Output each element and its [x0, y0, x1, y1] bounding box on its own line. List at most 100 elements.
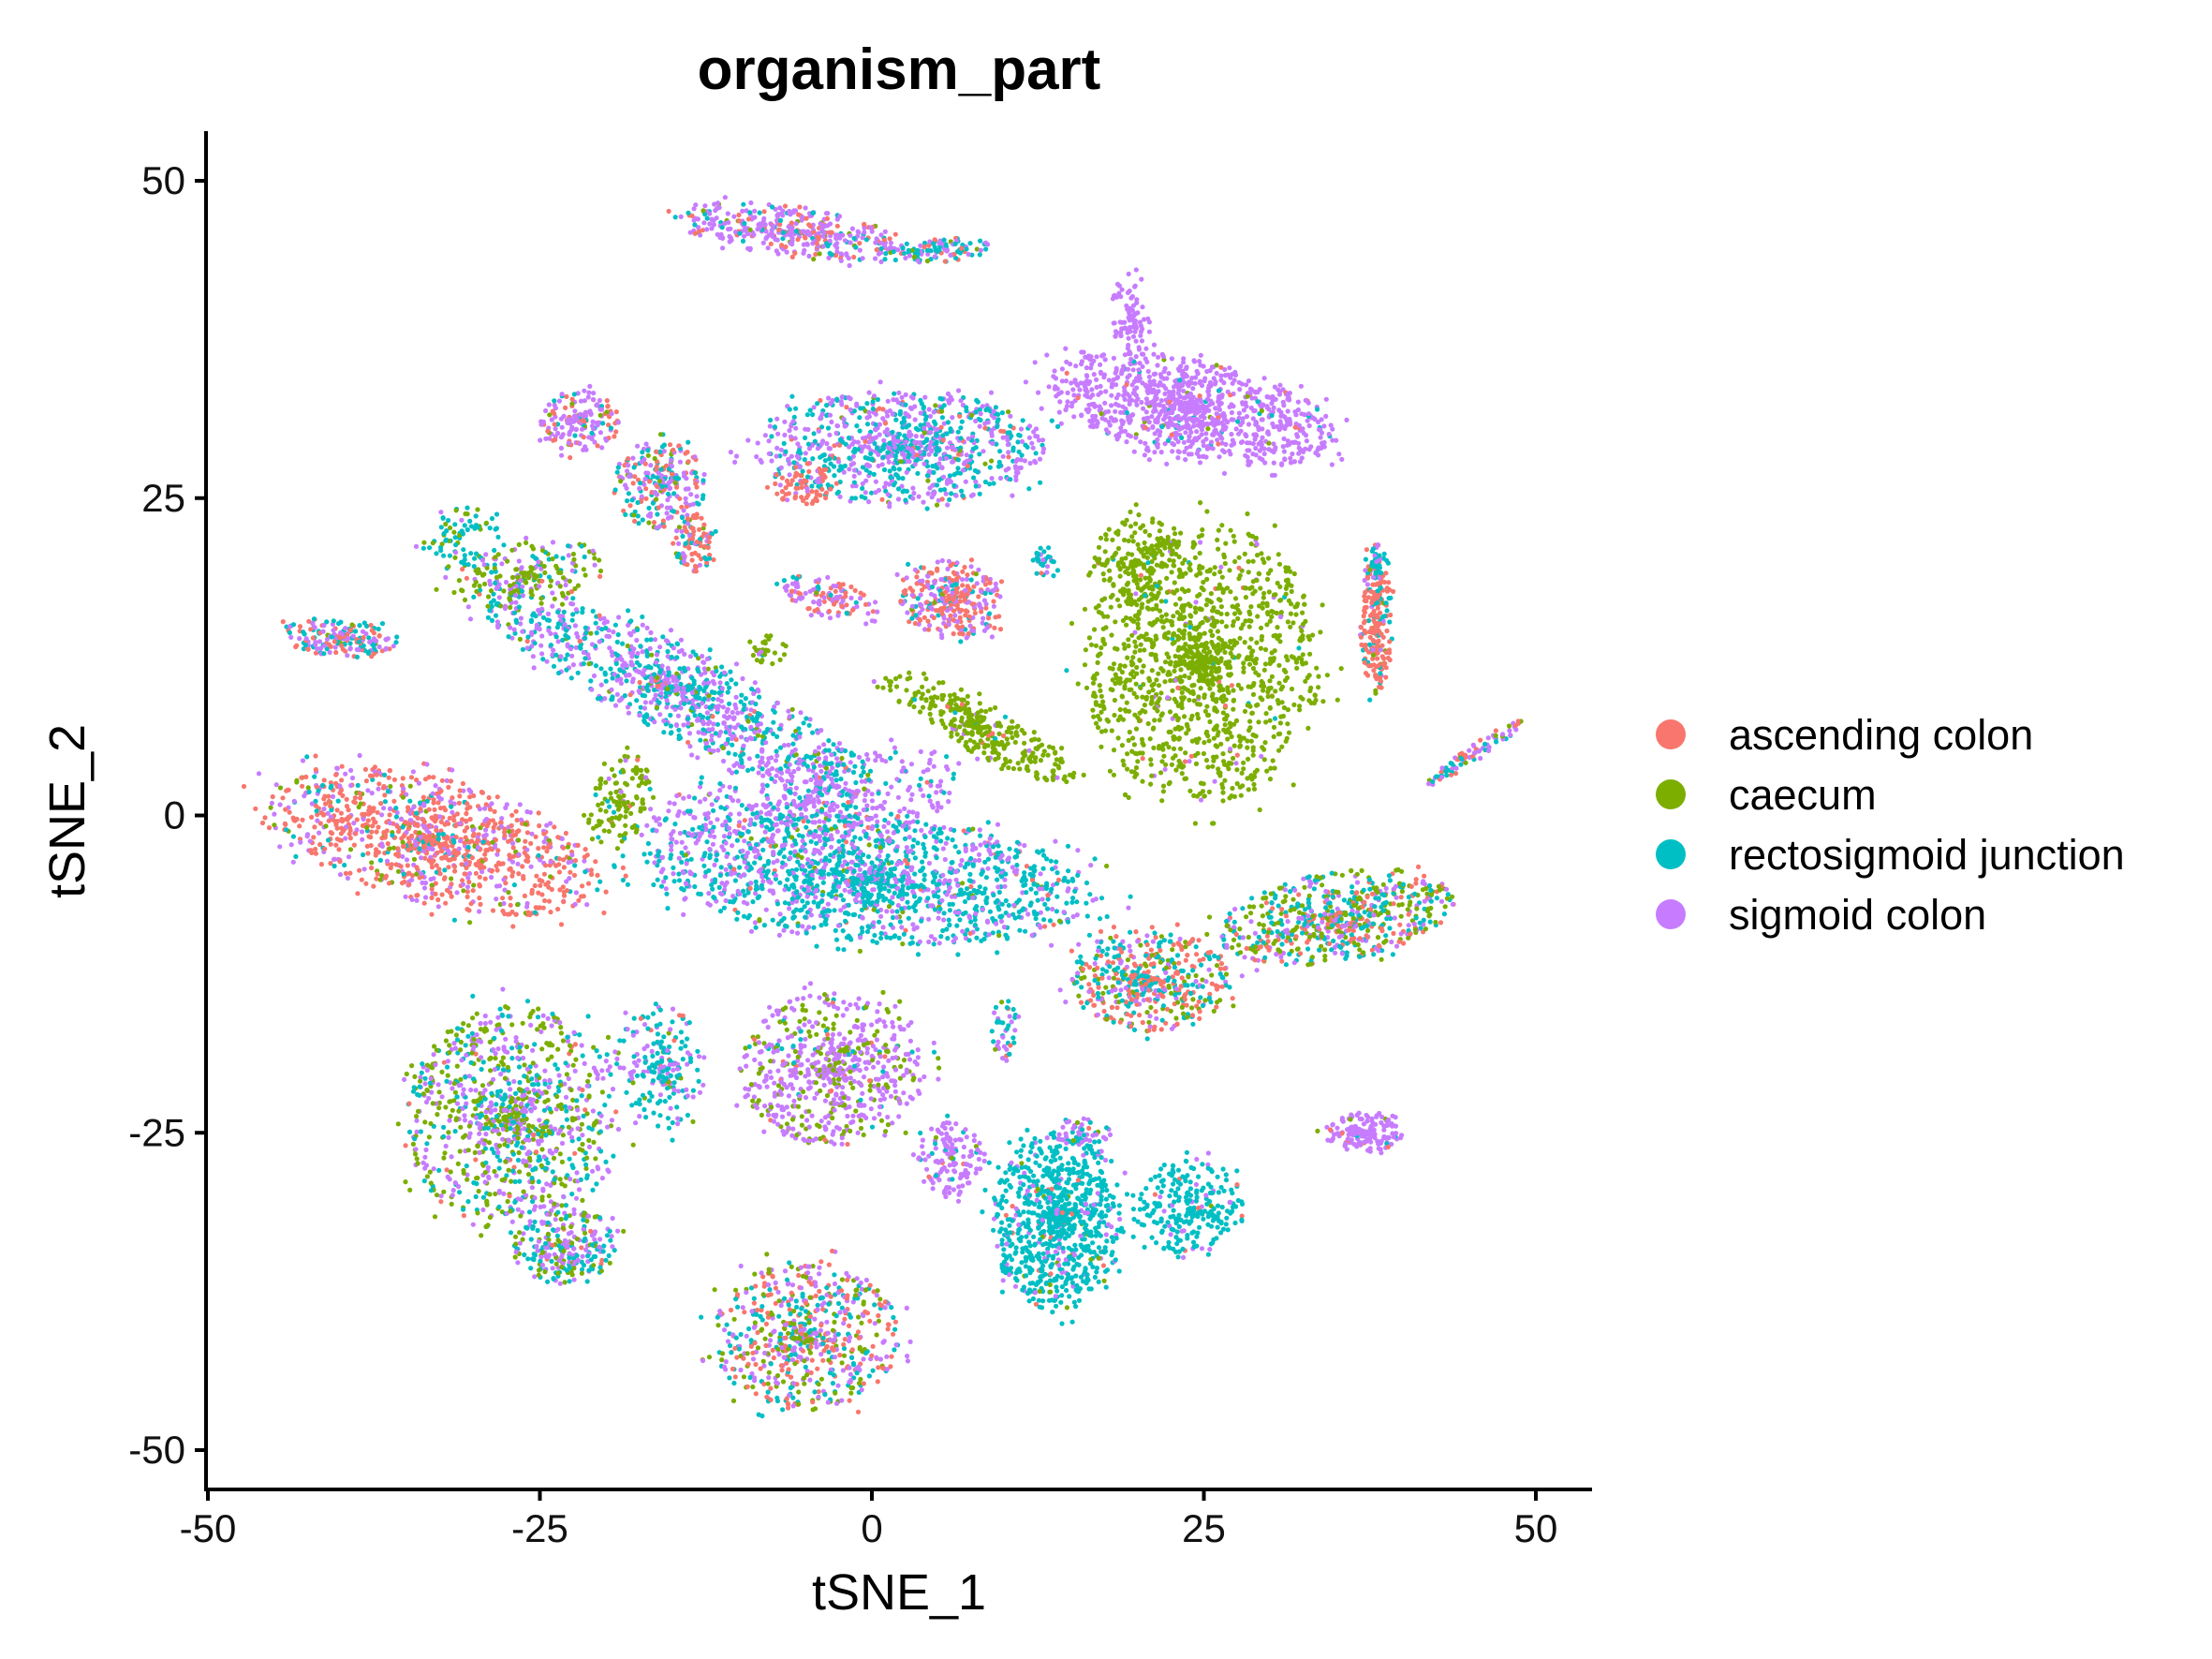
scatter-point — [441, 554, 446, 558]
scatter-point — [641, 714, 646, 718]
scatter-point — [733, 705, 738, 710]
scatter-point — [800, 924, 804, 928]
scatter-point — [1248, 637, 1253, 642]
scatter-point — [870, 792, 875, 796]
scatter-point — [278, 802, 283, 807]
scatter-point — [892, 746, 897, 750]
scatter-point — [312, 775, 317, 779]
scatter-point — [1011, 766, 1016, 771]
scatter-point — [396, 869, 401, 874]
scatter-point — [772, 806, 776, 810]
scatter-point — [657, 822, 662, 827]
scatter-point — [1056, 878, 1061, 882]
scatter-point — [672, 879, 677, 883]
scatter-point — [838, 777, 843, 781]
scatter-point — [364, 778, 369, 783]
scatter-point — [489, 588, 494, 593]
scatter-point — [628, 692, 633, 697]
scatter-point — [640, 615, 644, 619]
scatter-point — [339, 788, 344, 792]
scatter-point — [1064, 901, 1069, 906]
scatter-point — [563, 622, 568, 627]
scatter-point — [342, 863, 347, 867]
scatter-point — [641, 623, 645, 628]
scatter-point — [883, 781, 888, 786]
scatter-point — [963, 722, 967, 727]
scatter-point — [998, 914, 1003, 919]
scatter-point — [835, 763, 840, 767]
scatter-point — [395, 846, 400, 851]
scatter-point — [1059, 757, 1064, 762]
scatter-point — [573, 623, 578, 628]
scatter-point — [860, 876, 864, 881]
scatter-point — [874, 838, 878, 843]
scatter-point — [674, 655, 679, 659]
scatter-point — [876, 872, 880, 877]
scatter-point — [789, 820, 793, 824]
scatter-point — [517, 604, 522, 609]
scatter-point — [915, 926, 920, 930]
scatter-point — [458, 821, 463, 825]
scatter-point — [366, 818, 371, 822]
scatter-point — [1098, 689, 1102, 693]
scatter-point — [1046, 753, 1051, 758]
scatter-point — [376, 781, 381, 786]
scatter-point — [635, 758, 640, 763]
scatter-point — [495, 848, 500, 852]
scatter-point — [735, 711, 740, 716]
scatter-point — [477, 909, 481, 913]
scatter-point — [953, 844, 958, 849]
scatter-point — [381, 784, 386, 789]
scatter-point — [1001, 733, 1006, 738]
scatter-point — [899, 925, 904, 929]
scatter-point — [509, 813, 514, 818]
scatter-point — [788, 763, 792, 767]
scatter-point — [553, 597, 557, 601]
scatter-point — [669, 848, 673, 852]
scatter-point — [424, 838, 429, 843]
scatter-point — [960, 881, 965, 885]
scatter-point — [892, 933, 897, 938]
scatter-point — [1061, 910, 1066, 914]
scatter-point — [1069, 900, 1074, 905]
scatter-point — [335, 826, 340, 831]
scatter-point — [910, 844, 915, 849]
scatter-point — [635, 628, 640, 632]
scatter-point — [850, 795, 855, 800]
scatter-point — [729, 677, 733, 682]
scatter-point — [667, 670, 671, 674]
chart-title: organism_part — [698, 37, 1101, 102]
scatter-point — [360, 837, 364, 842]
scatter-point — [924, 780, 929, 785]
scatter-point — [1034, 891, 1039, 896]
scatter-point — [710, 714, 715, 718]
scatter-point — [371, 884, 376, 889]
scatter-point — [1264, 711, 1269, 716]
scatter-point — [811, 790, 816, 794]
scatter-point — [534, 874, 538, 879]
scatter-point — [697, 825, 701, 830]
scatter-point — [1028, 760, 1033, 764]
scatter-point — [459, 862, 464, 867]
scatter-point — [681, 722, 686, 727]
scatter-point — [896, 795, 901, 800]
scatter-point — [402, 872, 406, 877]
scatter-point — [759, 748, 764, 752]
scatter-point — [969, 749, 974, 754]
scatter-point — [421, 546, 426, 551]
scatter-point — [725, 681, 730, 686]
scatter-point — [941, 791, 946, 795]
scatter-point — [554, 634, 559, 639]
scatter-point — [762, 652, 767, 657]
scatter-point — [858, 837, 863, 841]
scatter-point — [611, 630, 615, 634]
scatter-point — [417, 830, 421, 835]
scatter-point — [539, 601, 544, 606]
scatter-point — [516, 837, 521, 842]
scatter-point — [909, 762, 914, 766]
scatter-point — [550, 556, 554, 561]
scatter-point — [521, 874, 525, 879]
scatter-point — [804, 716, 808, 720]
scatter-point — [502, 911, 507, 916]
scatter-point — [510, 841, 515, 846]
